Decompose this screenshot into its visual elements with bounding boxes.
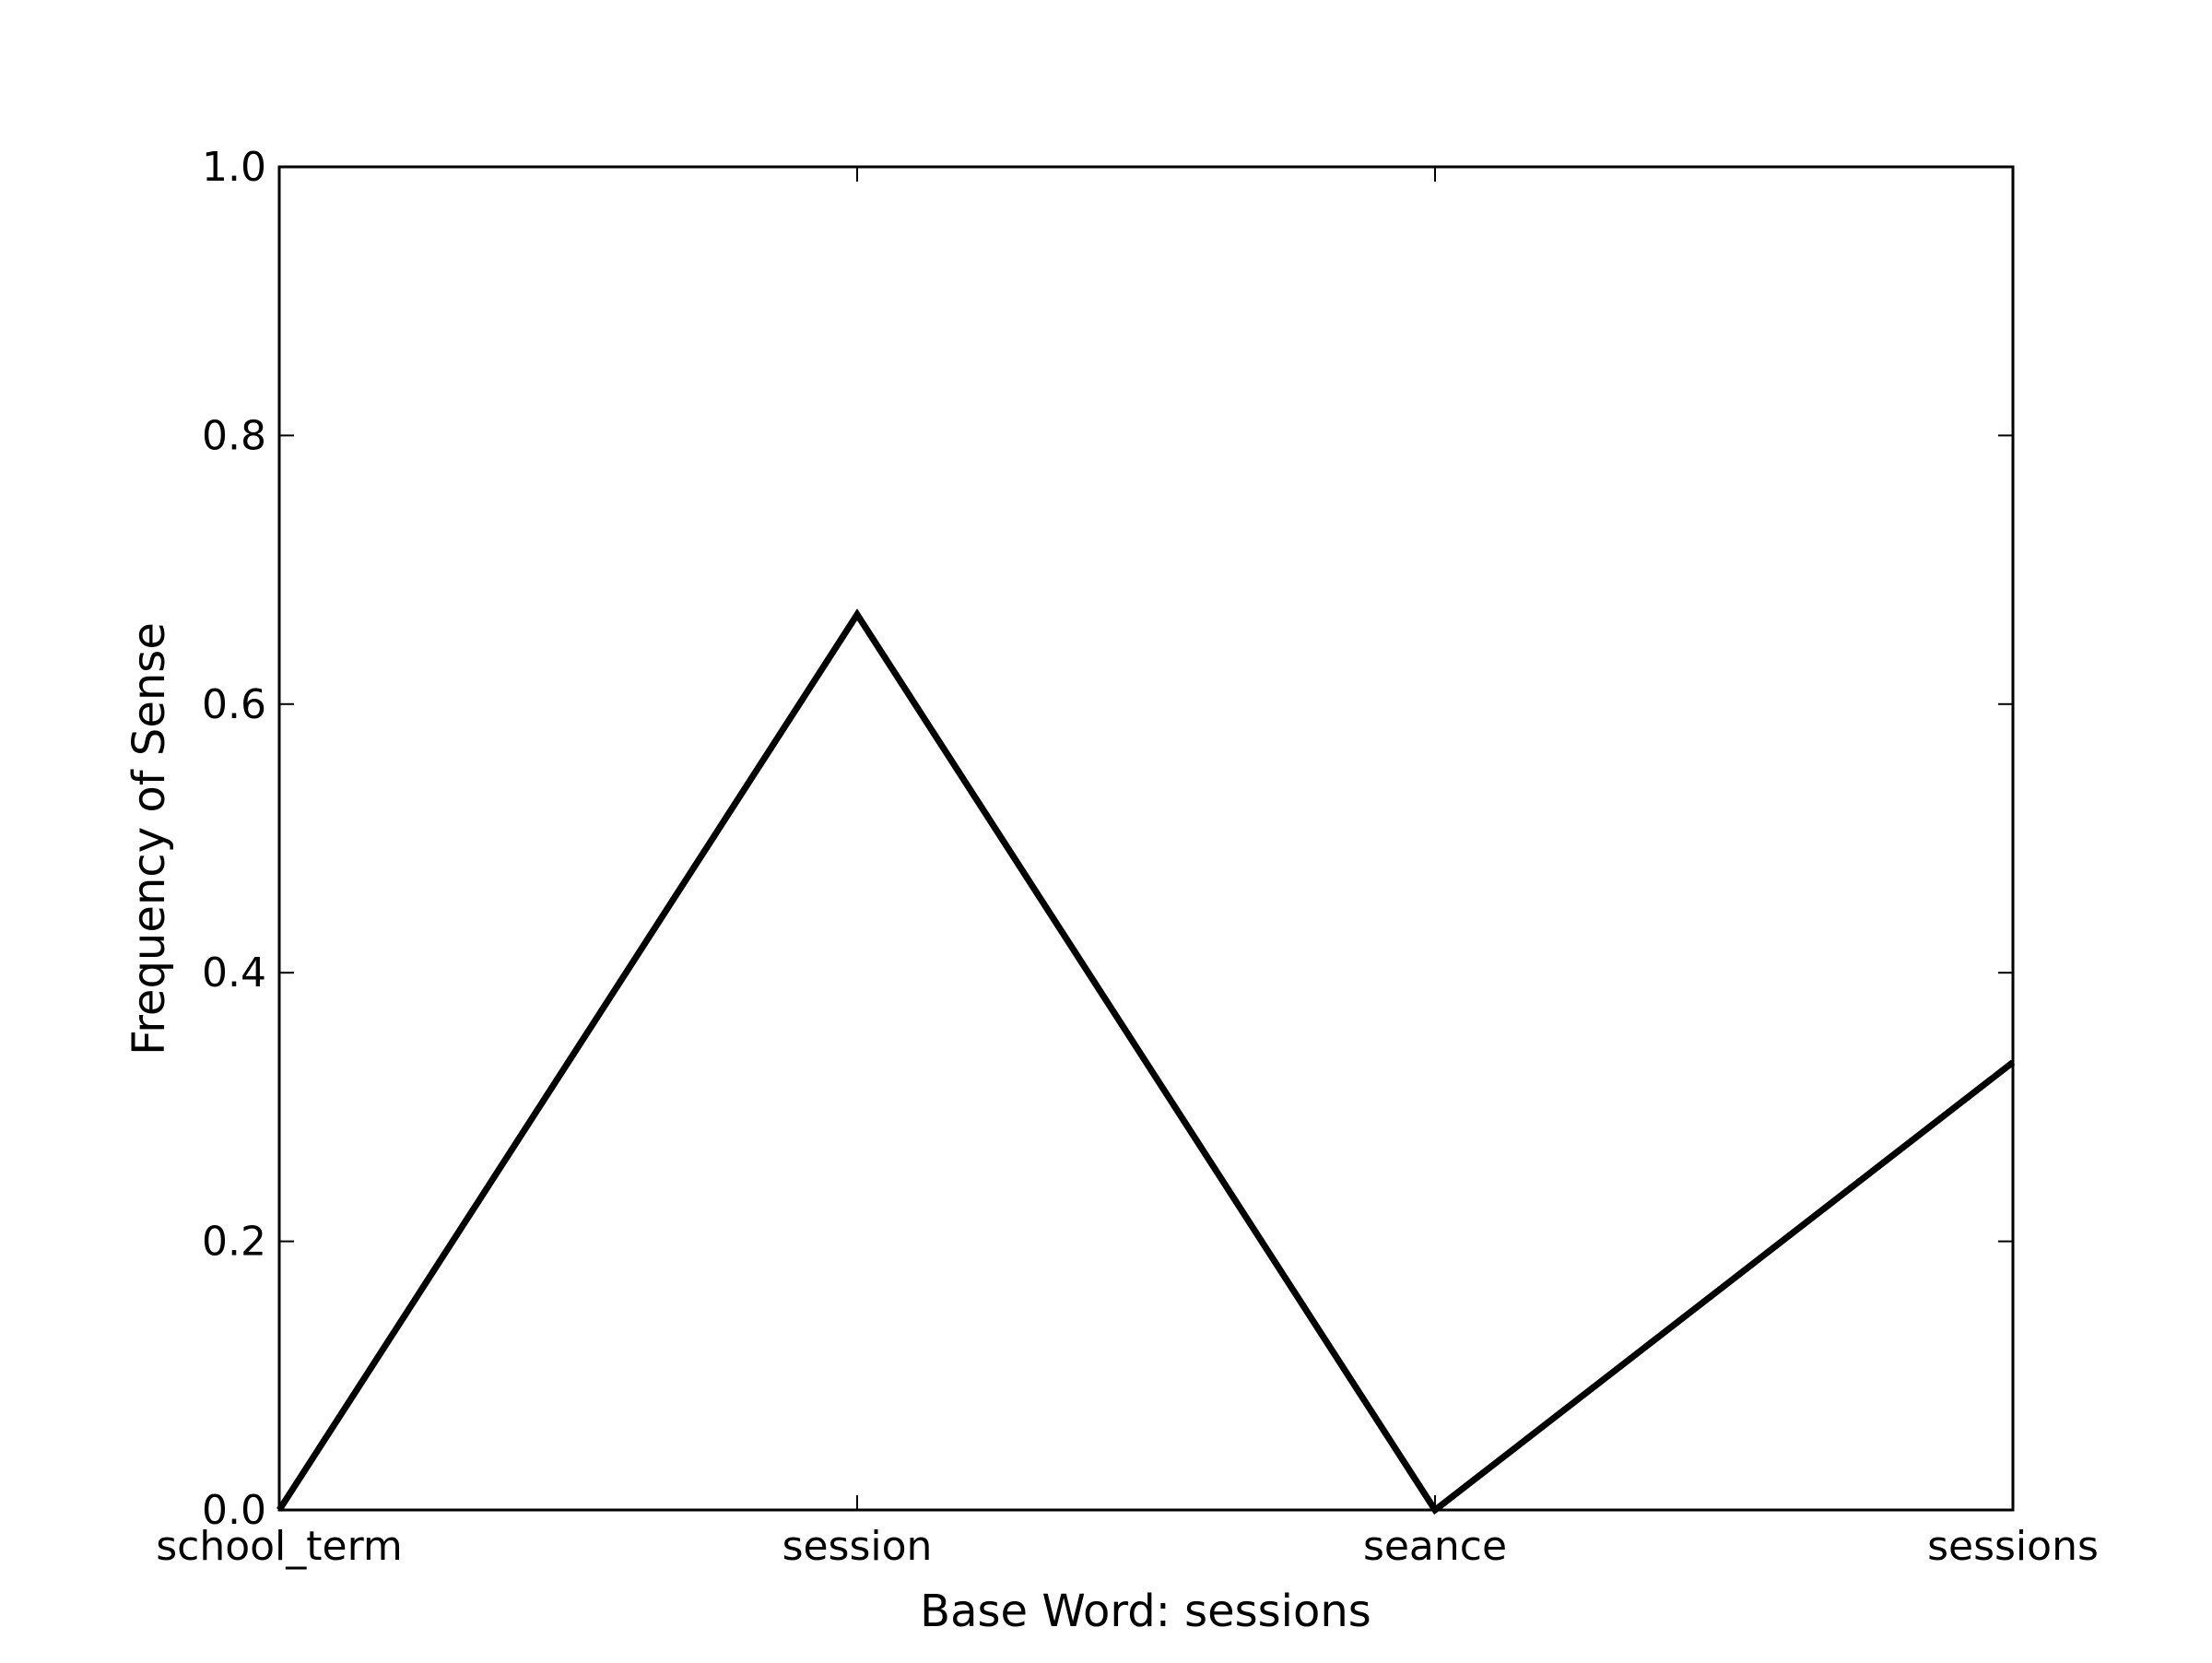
- x-tick-label: sessions: [1927, 1523, 2099, 1570]
- x-axis-label: Base Word: sessions: [920, 1586, 1371, 1637]
- series-line-0: [276, 608, 2016, 1516]
- x-tick-label: seance: [1363, 1523, 1507, 1570]
- x-tick-label: school_term: [156, 1523, 403, 1570]
- plot-area: [279, 167, 2013, 1510]
- plot-frame: [277, 165, 2015, 1512]
- y-tick-label: 0.4: [202, 949, 266, 997]
- y-tick-label: 1.0: [202, 144, 266, 191]
- y-tick-label: 0.2: [202, 1219, 266, 1266]
- y-tick-label: 0.0: [202, 1487, 266, 1534]
- x-tick-label: session: [782, 1523, 933, 1570]
- tick-labels-layer: 0.0 0.2 0.4 0.6 0.8 1.0 school_term session sean…: [156, 144, 2099, 1570]
- y-tick-label: 0.8: [202, 412, 266, 459]
- data-point: [856, 614, 858, 616]
- y-tick-label: 0.6: [202, 681, 266, 728]
- y-axis-label: Frequency of Sense: [124, 622, 175, 1056]
